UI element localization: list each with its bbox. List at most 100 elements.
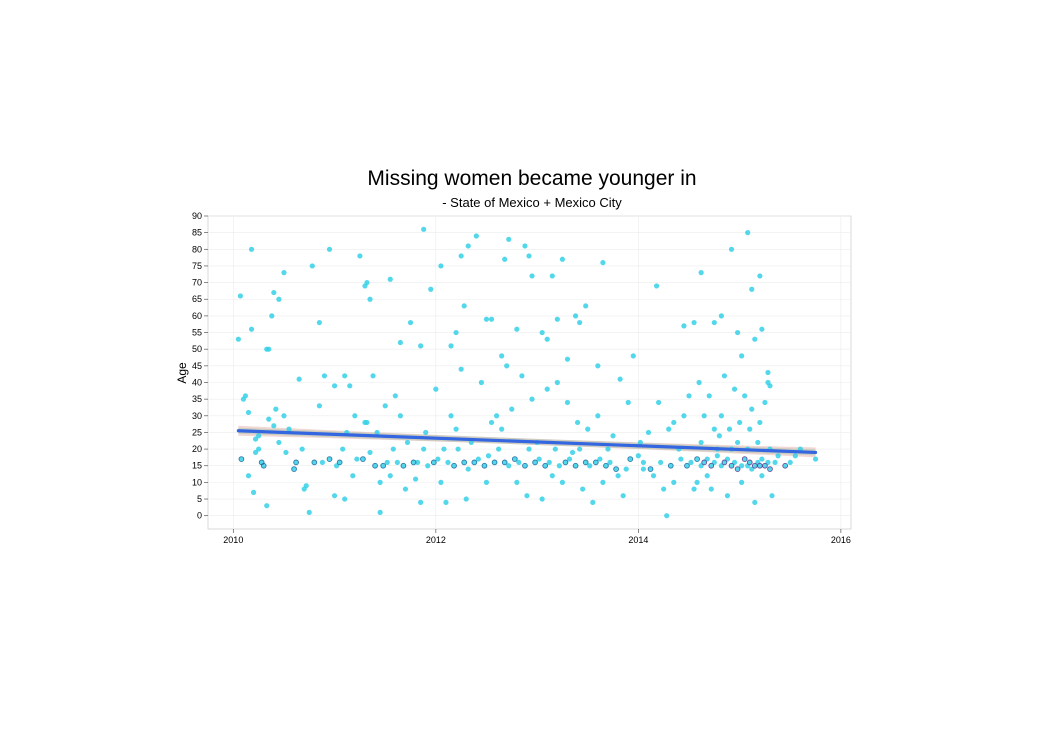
data-point: [590, 499, 596, 505]
trend-line: [236, 429, 818, 455]
data-point: [502, 459, 508, 466]
data-point: [281, 413, 287, 419]
data-point: [559, 479, 566, 485]
y-tick-label: 85: [192, 228, 202, 238]
data-point: [438, 263, 444, 269]
data-point: [377, 509, 383, 515]
data-point: [387, 473, 393, 479]
data-point: [465, 466, 471, 472]
data-point: [340, 446, 346, 452]
data-point: [681, 413, 687, 419]
data-point: [522, 463, 528, 469]
data-point: [384, 459, 390, 466]
data-point: [544, 386, 550, 392]
data-point: [757, 419, 763, 426]
data-point: [587, 463, 593, 469]
data-point-overlap: [481, 462, 488, 469]
data-point: [273, 406, 279, 412]
data-point: [637, 439, 643, 446]
data-point: [296, 376, 302, 382]
data-point: [326, 456, 333, 462]
data-point: [559, 256, 566, 262]
data-point: [757, 273, 763, 279]
data-point: [653, 283, 660, 289]
data-point: [488, 419, 495, 426]
data-point: [499, 353, 505, 359]
data-point: [564, 399, 571, 406]
data-point: [235, 336, 241, 342]
data-point: [516, 459, 522, 466]
data-point: [463, 496, 469, 502]
data-point-overlap: [326, 456, 333, 462]
data-point: [461, 303, 467, 309]
data-point: [765, 459, 771, 466]
data-point: [488, 316, 495, 322]
data-point: [617, 376, 623, 382]
data-point: [475, 456, 481, 462]
data-point: [425, 463, 431, 469]
data-point: [360, 456, 366, 462]
data-point: [696, 379, 702, 386]
data-point: [574, 419, 581, 426]
data-point: [245, 473, 252, 479]
data-point: [734, 439, 741, 446]
data-point: [787, 459, 793, 466]
data-point: [747, 459, 753, 466]
data-point: [731, 386, 738, 392]
data-point: [739, 479, 745, 485]
data-point: [412, 476, 419, 482]
data-point: [400, 463, 407, 469]
data-point: [577, 446, 583, 452]
data-point: [737, 419, 743, 426]
data-point: [583, 459, 589, 466]
data-point: [512, 456, 518, 462]
data-point: [526, 446, 532, 452]
data-point: [248, 246, 255, 252]
data-point-overlap: [372, 462, 378, 469]
data-point: [291, 466, 297, 472]
data-point: [506, 463, 512, 469]
data-point: [711, 459, 717, 466]
data-point-overlap: [613, 466, 619, 472]
data-point: [698, 270, 704, 276]
data-point: [256, 446, 262, 452]
data-point: [387, 276, 393, 282]
data-point-overlap: [746, 459, 753, 466]
data-point: [428, 286, 434, 292]
data-point-overlap: [592, 459, 599, 466]
data-point-overlap: [728, 462, 735, 469]
data-point: [402, 486, 409, 492]
data-point: [407, 319, 414, 326]
data-point: [276, 296, 282, 302]
data-point: [316, 319, 322, 326]
data-point: [374, 429, 380, 436]
data-point: [656, 399, 662, 406]
data-point: [708, 463, 714, 469]
data-point: [600, 479, 606, 485]
y-tick-label: 45: [192, 361, 202, 371]
data-point: [769, 493, 775, 499]
data-point: [248, 326, 255, 332]
data-point: [759, 473, 765, 479]
data-point: [245, 409, 252, 416]
data-point: [443, 499, 449, 505]
data-point: [728, 463, 735, 469]
data-points: [235, 226, 819, 519]
data-point: [577, 319, 583, 326]
data-point: [762, 399, 768, 406]
data-point-overlap: [782, 462, 789, 469]
data-point: [728, 246, 735, 252]
data-point: [583, 303, 589, 309]
data-point: [668, 463, 674, 469]
data-point: [504, 363, 510, 369]
data-point: [731, 459, 738, 466]
data-point: [752, 336, 758, 342]
data-point: [491, 459, 498, 466]
data-point: [640, 466, 647, 472]
data-point: [714, 453, 720, 459]
y-tick-label: 20: [192, 444, 202, 454]
data-point: [742, 393, 748, 399]
data-point: [496, 446, 502, 452]
data-point: [708, 486, 714, 492]
data-point: [546, 459, 552, 466]
